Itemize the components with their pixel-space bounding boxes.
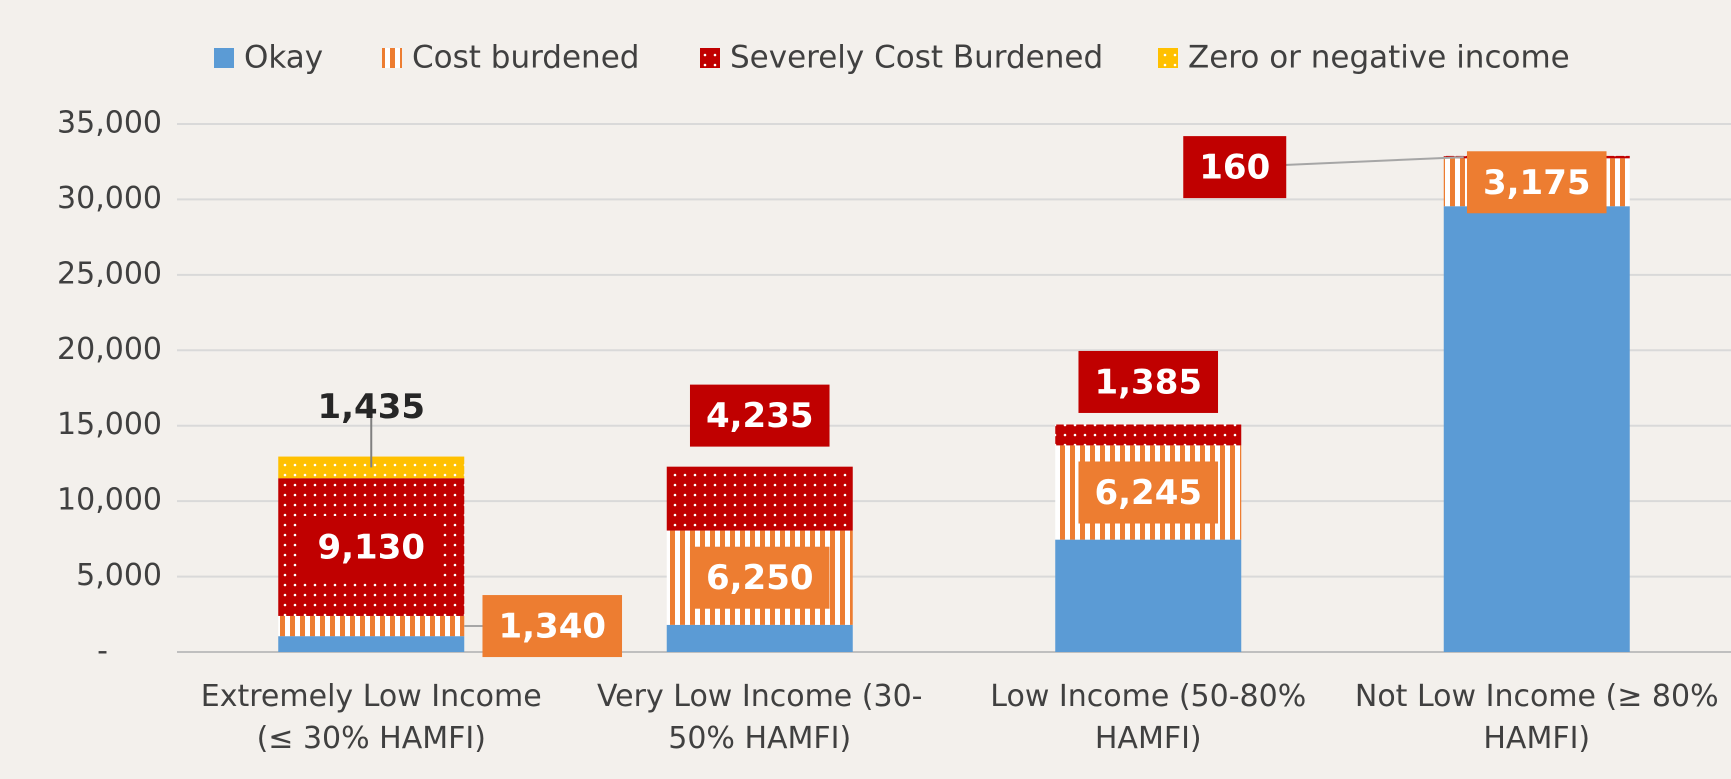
bar-segment bbox=[278, 636, 465, 652]
data-label-box bbox=[1078, 350, 1219, 413]
legend-label: Severely Cost Burdened bbox=[730, 40, 1103, 76]
x-tick-label: Not Low Income (≥ 80% HAMFI) bbox=[1354, 679, 1719, 756]
y-tick-label: 10,000 bbox=[57, 483, 162, 518]
data-label-box bbox=[689, 384, 830, 447]
data-label: 1,435 bbox=[317, 387, 425, 427]
data-label-box bbox=[1466, 151, 1607, 214]
data-label: 1,340 bbox=[498, 607, 606, 647]
y-tick-label: 30,000 bbox=[57, 181, 162, 216]
legend-swatch bbox=[214, 48, 234, 68]
y-tick-label: 20,000 bbox=[57, 332, 162, 367]
bar-segment bbox=[1055, 539, 1242, 652]
x-tick-label: Low Income (50-80% HAMFI) bbox=[990, 679, 1307, 756]
data-label: 9,130 bbox=[317, 528, 425, 568]
bar-segment bbox=[666, 624, 853, 652]
y-tick-label: 15,000 bbox=[57, 407, 162, 442]
x-tick-label: Very Low Income (30-50% HAMFI) bbox=[596, 679, 923, 756]
x-tick-label: Extremely Low Income (≤ 30% HAMFI) bbox=[200, 679, 542, 756]
data-label: 4,235 bbox=[706, 396, 814, 436]
data-label-box bbox=[1183, 136, 1287, 199]
data-label: 3,175 bbox=[1483, 163, 1591, 203]
data-label: 6,245 bbox=[1094, 473, 1202, 513]
data-label: 6,250 bbox=[706, 558, 814, 598]
legend-label: Okay bbox=[244, 40, 323, 76]
data-label: 1,385 bbox=[1094, 362, 1202, 402]
bar-segment bbox=[666, 466, 853, 531]
y-tick-label: - bbox=[97, 634, 108, 669]
legend-swatch bbox=[700, 48, 720, 68]
bar-segment bbox=[1055, 424, 1242, 446]
data-label-box bbox=[301, 516, 442, 579]
legend-swatch bbox=[382, 48, 402, 68]
data-label-box bbox=[482, 595, 623, 658]
legend-label: Zero or negative income bbox=[1188, 40, 1570, 76]
legend-swatch bbox=[1158, 48, 1178, 68]
y-tick-label: 5,000 bbox=[76, 558, 162, 593]
data-label-box bbox=[689, 546, 830, 609]
bar-segment bbox=[1443, 206, 1630, 652]
bar-segment bbox=[278, 615, 465, 637]
data-label-box bbox=[1078, 461, 1219, 524]
data-label: 160 bbox=[1199, 148, 1270, 188]
legend-label: Cost burdened bbox=[412, 40, 639, 76]
y-tick-label: 25,000 bbox=[57, 256, 162, 291]
y-tick-label: 35,000 bbox=[57, 106, 162, 141]
